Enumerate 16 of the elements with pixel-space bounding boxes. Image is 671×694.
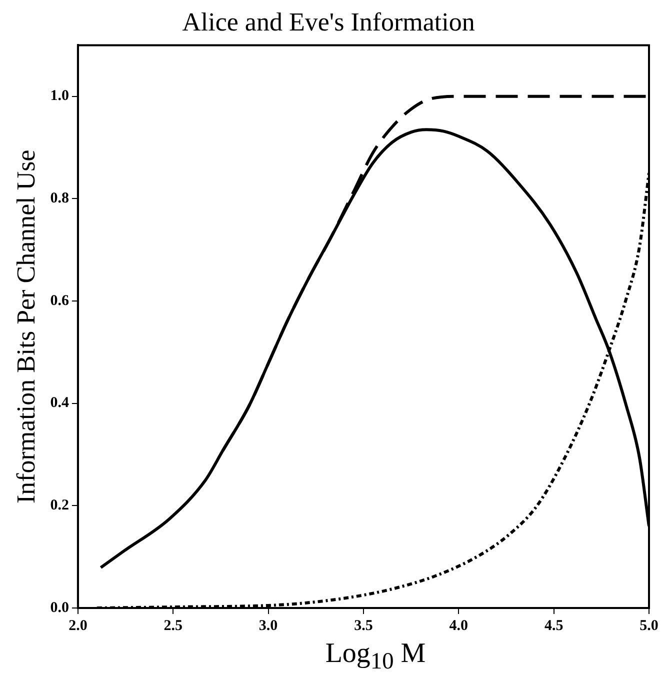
x-tick-label: 5.0: [640, 618, 658, 634]
x-tick-label: 3.5: [354, 618, 373, 634]
y-tick-label: 0.2: [50, 498, 69, 514]
x-axis-title: Log$_{10}$ M: [324, 638, 427, 676]
y-tick-label: 0.8: [50, 190, 69, 207]
x-tick-label: 4.0: [449, 618, 468, 634]
y-tick-label: 0.6: [50, 292, 70, 309]
y-axis-title: Information Bits Per Channel Use: [11, 150, 40, 504]
y-tick-label: 0.0: [50, 600, 69, 616]
x-tick-label: 4.5: [544, 618, 564, 634]
y-tick-label: 0.4: [50, 395, 70, 412]
x-tick-label: 3.0: [258, 618, 278, 634]
x-tick-label: 2.5: [164, 618, 182, 634]
y-tick-label: 1.0: [50, 88, 69, 104]
x-tick-label: 2.0: [68, 618, 88, 634]
chart-title: Alice and Eve's Information: [182, 7, 475, 36]
